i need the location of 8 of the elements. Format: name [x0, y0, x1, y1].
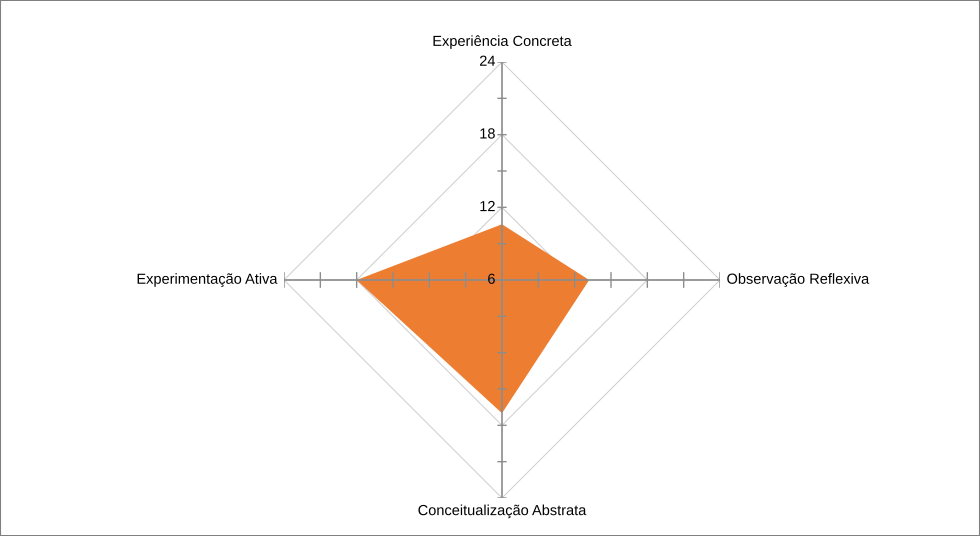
spoke-label: Conceitualização Abstrata	[418, 504, 586, 518]
spoke-label: Observação Reflexiva	[727, 273, 870, 287]
y-tick-label: 12	[480, 200, 495, 212]
y-tick-label: 18	[480, 128, 495, 139]
y-tick-label: 6	[488, 274, 495, 284]
spoke-label: Experiência Concreta	[433, 35, 572, 49]
y-tick-label: 24	[480, 56, 496, 66]
spoke-label: Experimentação Ativa	[138, 273, 278, 287]
